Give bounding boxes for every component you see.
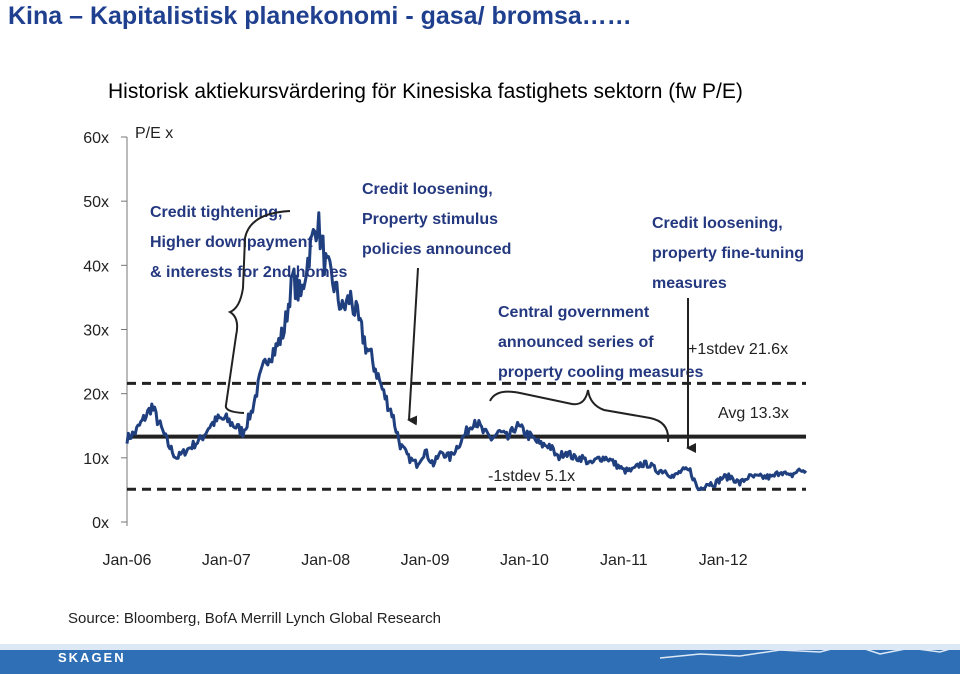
- annotation-line: Central government: [498, 304, 650, 321]
- annotation: Credit loosening, property fine-tuning mea…: [652, 215, 804, 292]
- reference-label: +1stdev 21.6x: [688, 341, 788, 358]
- annotation: Central government announced series of pro…: [498, 304, 703, 381]
- page-title: Kina – Kapitalistisk planekonomi - gasa/…: [8, 2, 632, 30]
- chart-title: Historisk aktiekursvärdering för Kinesis…: [108, 80, 743, 103]
- x-tick-label: Jan-08: [301, 552, 350, 569]
- y-tick-label: 20x: [83, 387, 109, 404]
- x-tick-label: Jan-09: [401, 552, 450, 569]
- annotation-line: Credit loosening,: [362, 181, 493, 198]
- y-tick-label: 40x: [83, 258, 109, 275]
- annotation-line: property fine-tuning: [652, 245, 804, 262]
- x-tick-label: Jan-11: [600, 552, 648, 569]
- annotation-line: Higher downpayment: [150, 234, 313, 251]
- annotation-line: Credit tightening,: [150, 204, 282, 221]
- y-tick-label: 60x: [83, 130, 109, 147]
- annotation-line: announced series of: [498, 334, 654, 351]
- x-tick-label: Jan-07: [202, 552, 251, 569]
- x-tick-label: Jan-06: [103, 552, 152, 569]
- annotation-line: property cooling measures: [498, 364, 703, 381]
- bracket-cooling-measures: [489, 389, 670, 443]
- x-tick-label: Jan-10: [500, 552, 549, 569]
- reference-label: Avg 13.3x: [718, 405, 789, 422]
- arrow-loosening-2008: [407, 267, 419, 426]
- y-tick-label: 50x: [83, 194, 109, 211]
- annotation-line: Credit loosening,: [652, 215, 783, 232]
- series-line: [125, 211, 808, 492]
- source-note: Source: Bloomberg, BofA Merrill Lynch Gl…: [68, 610, 441, 627]
- annotation-line: & interests for 2nd homes: [150, 264, 347, 281]
- annotation: Credit tightening, Higher downpayment & in…: [150, 204, 347, 281]
- annotation-line: policies announced: [362, 241, 511, 258]
- y-tick-label: 10x: [83, 451, 109, 468]
- skagen-logo: SKAGEN: [58, 650, 126, 665]
- y-axis-title: P/E x: [135, 125, 173, 142]
- annotation-line: measures: [652, 275, 727, 292]
- y-tick-label: 30x: [83, 323, 109, 340]
- x-tick-label: Jan-12: [699, 552, 748, 569]
- annotation-line: Property stimulus: [362, 211, 498, 228]
- annotation: Credit loosening, Property stimulus polici…: [362, 181, 511, 258]
- y-tick-label: 0x: [92, 515, 109, 532]
- bracket-credit-tightening: [224, 210, 291, 414]
- footer-bar: [0, 644, 960, 674]
- reference-label: -1stdev 5.1x: [488, 468, 575, 485]
